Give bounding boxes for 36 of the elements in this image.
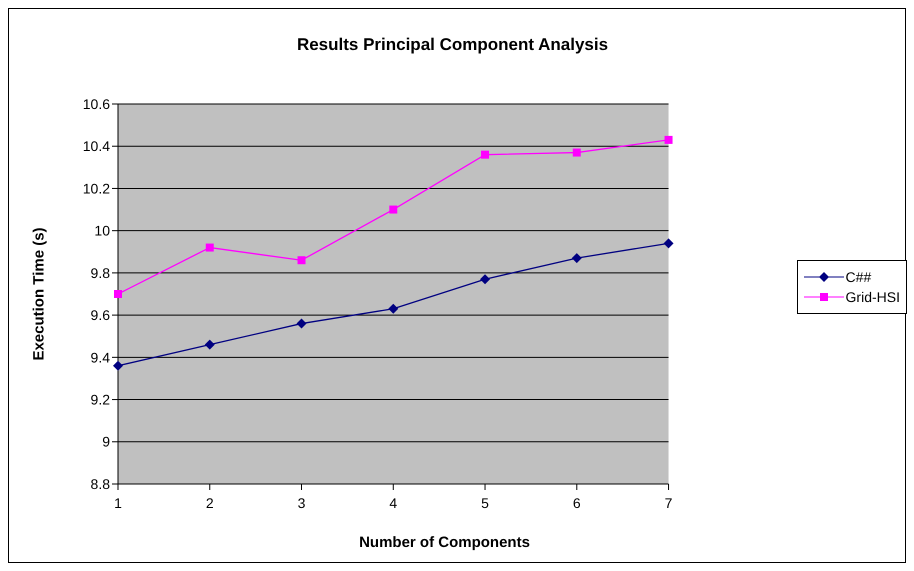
- legend-label: Grid-HSI: [846, 288, 900, 304]
- legend-label: C##: [846, 268, 872, 284]
- point: [388, 304, 398, 314]
- point: [114, 290, 122, 298]
- point: [204, 340, 215, 350]
- x-tick-label: 6: [572, 494, 581, 511]
- point: [298, 256, 306, 264]
- point: [206, 244, 214, 252]
- point: [572, 148, 581, 157]
- y-tick-label: 10: [94, 222, 110, 239]
- y-tick-label: 10.6: [82, 96, 110, 112]
- point: [480, 274, 490, 284]
- y-tick-label: 10.4: [82, 138, 110, 154]
- y-tick-label: 9.4: [90, 349, 110, 366]
- y-tick-label: 9: [102, 434, 110, 450]
- point: [664, 136, 673, 144]
- y-tick-label: 9.6: [90, 307, 110, 324]
- x-tick-label: 1: [114, 494, 122, 511]
- point: [481, 150, 490, 159]
- x-tick-label: 2: [206, 494, 214, 511]
- y-tick-label: 9.8: [90, 264, 110, 281]
- point: [664, 238, 674, 248]
- y-tick-label: 10.2: [82, 180, 110, 196]
- point: [389, 206, 398, 214]
- point: [572, 253, 582, 264]
- point: [113, 360, 123, 371]
- point: [296, 318, 307, 329]
- x-axis-title: Number of Components: [358, 534, 531, 551]
- y-tick-label: 9.2: [90, 392, 110, 408]
- y-axis-title: Execution Time (s): [30, 227, 48, 361]
- x-tick-label: 3: [298, 494, 306, 511]
- chart-title: Results Principal Component Analysis: [296, 35, 610, 55]
- x-tick-label: 4: [389, 494, 398, 511]
- x-tick-label: 7: [664, 494, 673, 511]
- y-tick-label: 8.8: [90, 476, 110, 492]
- x-tick-label: 5: [481, 494, 490, 511]
